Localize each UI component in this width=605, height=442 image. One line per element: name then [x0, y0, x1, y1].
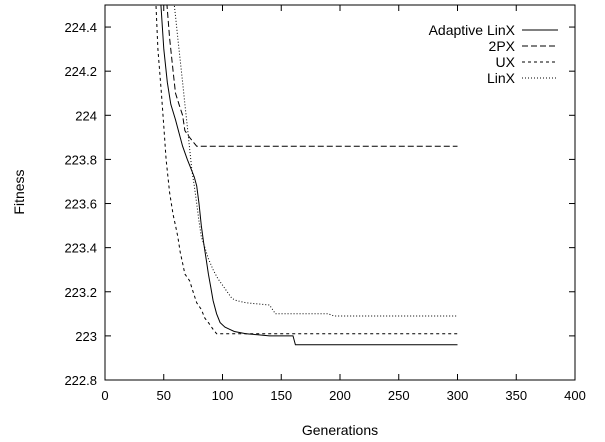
y-tick-label: 224.2	[64, 64, 97, 79]
y-tick-label: 224	[75, 108, 97, 123]
series-line-adaptive-linx	[160, 5, 458, 346]
x-tick-label: 0	[101, 388, 108, 403]
x-tick-label: 250	[388, 388, 410, 403]
series-line-linx	[173, 5, 458, 317]
legend-label-adaptive-linx: Adaptive LinX	[429, 22, 516, 38]
series-line-2px	[166, 5, 458, 147]
y-tick-label: 223.2	[64, 285, 97, 300]
x-tick-label: 150	[270, 388, 292, 403]
x-tick-label: 100	[212, 388, 234, 403]
y-tick-label: 223.6	[64, 197, 97, 212]
axis-ticks: 0 50 100 150 200 250 300 350 400 222.8 223 223.2 223…	[64, 5, 586, 403]
x-tick-label: 200	[329, 388, 351, 403]
y-tick-label: 223.4	[64, 241, 97, 256]
series-lines	[155, 5, 458, 346]
x-tick-label: 350	[505, 388, 527, 403]
x-tick-label: 400	[564, 388, 586, 403]
y-tick-label: 223	[75, 329, 97, 344]
y-tick-label: 224.4	[64, 20, 97, 35]
x-tick-label: 50	[157, 388, 171, 403]
x-axis-title: Generations	[302, 422, 378, 438]
y-tick-label: 222.8	[64, 373, 97, 388]
series-line-ux	[155, 5, 458, 335]
legend-label-linx: LinX	[487, 70, 516, 86]
y-tick-label: 223.8	[64, 152, 97, 167]
x-tick-label: 300	[447, 388, 469, 403]
legend-label-2px: 2PX	[489, 38, 516, 54]
y-axis-title: Fitness	[11, 169, 27, 214]
legend-label-ux: UX	[496, 54, 516, 70]
